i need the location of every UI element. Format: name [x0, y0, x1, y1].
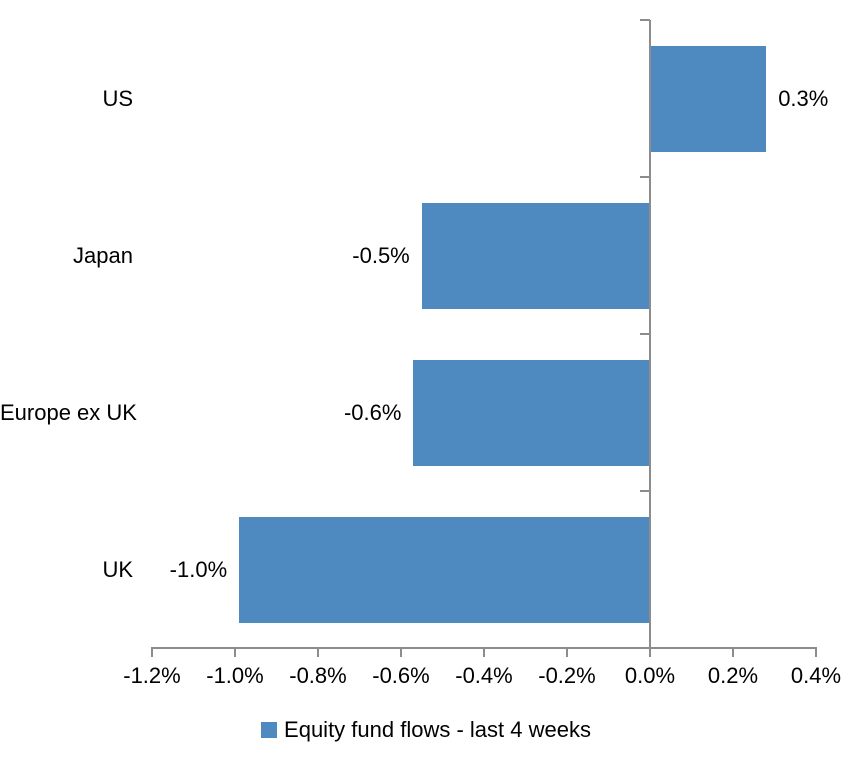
x-tick-label: -0.4% [455, 663, 513, 688]
category-label: UK [102, 556, 133, 582]
y-tick [640, 19, 650, 21]
x-tick-label: 0.0% [624, 663, 676, 688]
x-tick-label: -1.2% [123, 663, 181, 688]
x-tick [815, 647, 817, 657]
x-tick-label: -0.8% [289, 663, 347, 688]
y-axis-line [649, 20, 651, 657]
x-tick [566, 647, 568, 657]
x-tick [234, 647, 236, 657]
x-tick-label: -0.2% [538, 663, 596, 688]
data-label: 0.3% [778, 85, 829, 111]
legend-swatch-icon [261, 722, 278, 738]
category-label: Japan [73, 242, 133, 268]
x-tick-label: 0.4% [790, 663, 842, 688]
x-tick [151, 647, 153, 657]
x-tick [317, 647, 319, 657]
bar [650, 45, 767, 152]
x-tick [649, 647, 651, 657]
legend: Equity fund flows - last 4 weeks [0, 717, 852, 743]
y-tick [640, 490, 650, 492]
legend-label: Equity fund flows - last 4 weeks [284, 717, 591, 742]
data-label: -0.6% [343, 399, 402, 425]
data-label: -1.0% [169, 556, 228, 582]
x-tick [400, 647, 402, 657]
x-tick [483, 647, 485, 657]
y-tick [640, 333, 650, 335]
x-tick [732, 647, 734, 657]
category-label: US [102, 85, 133, 111]
bar [421, 202, 650, 309]
x-tick-label: 0.2% [707, 663, 759, 688]
bar [413, 359, 650, 466]
bar [239, 516, 650, 623]
y-tick [640, 176, 650, 178]
data-label: -0.5% [352, 242, 410, 268]
category-label: Europe ex UK [0, 399, 137, 425]
x-tick-label: -1.0% [206, 663, 264, 688]
x-tick-label: -0.6% [372, 663, 430, 688]
